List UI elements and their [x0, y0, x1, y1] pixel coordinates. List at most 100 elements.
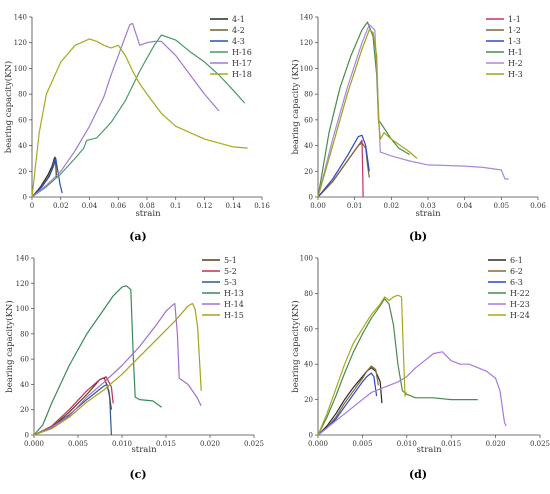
x-tick-label: 0.020 — [486, 440, 506, 448]
legend-label: H-16 — [232, 48, 252, 57]
legend-label: 5-1 — [224, 256, 237, 265]
chart-panel-2: 0.00 0.01 0.02 0.03 0.04 0.05 0.06 0 20 40 60 80 100… — [290, 14, 546, 244]
legend-label: 4-2 — [232, 26, 245, 35]
panel-label: (d) — [409, 468, 427, 481]
x-tick-label: 0.01 — [347, 202, 363, 210]
series-line-H-14 — [33, 302, 202, 436]
legend-label: H-15 — [224, 311, 244, 320]
panel-label: (a) — [129, 230, 147, 243]
legend-label: H-2 — [508, 59, 523, 68]
x-tick-label: 0.015 — [441, 440, 461, 448]
series-line-6-3 — [317, 372, 378, 436]
panel-label: (b) — [409, 230, 427, 243]
legend-label: 1-3 — [508, 37, 521, 46]
x-tick-label: 0.015 — [156, 440, 176, 448]
x-tick-label: 0.04 — [82, 202, 98, 210]
series-line-6-2 — [317, 365, 379, 436]
x-tick-label: 0.12 — [197, 202, 213, 210]
x-tick-label: 0.000 — [308, 440, 328, 448]
series-line-H-17 — [31, 22, 220, 198]
chart-panel-3: 0.000 0.005 0.010 0.015 0.020 0.025 0 20 40 60 80 1… — [4, 255, 264, 482]
chart-panel-1: 0 0.02 0.04 0.06 0.08 0.1 0.12 0.14 0.16 0 20 40 60 8… — [3, 14, 270, 244]
y-tick-label: 60 — [304, 116, 313, 124]
x-tick-label: 0.04 — [457, 202, 473, 210]
series-line-1-2 — [317, 142, 370, 198]
legend-label: 6-2 — [510, 267, 523, 276]
series-line-H-23 — [317, 351, 507, 436]
y-tick-label: 100 — [300, 65, 313, 73]
x-tick-label: 0.000 — [24, 440, 44, 448]
legend-label: 5-2 — [224, 267, 237, 276]
legend-label: 6-1 — [510, 256, 523, 265]
series-line-H-13 — [33, 285, 162, 436]
y-tick-label: 80 — [304, 290, 313, 298]
legend-label: 4-3 — [232, 37, 245, 46]
series-line-6-1 — [317, 367, 383, 436]
x-tick-label: 0.03 — [420, 202, 436, 210]
x-tick-label: 0.06 — [110, 202, 126, 210]
y-tick-label: 80 — [20, 330, 29, 338]
x-tick-label: 0.025 — [530, 440, 550, 448]
legend-label: 1-1 — [508, 15, 521, 24]
y-tick-label: 120 — [300, 39, 313, 47]
x-tick-label: 0.16 — [254, 202, 270, 210]
y-tick-label: 140 — [14, 14, 27, 22]
y-tick-label: 0 — [309, 432, 313, 440]
x-tick-label: 0.005 — [352, 440, 372, 448]
y-tick-label: 40 — [304, 361, 313, 369]
y-tick-label: 100 — [300, 255, 313, 263]
y-axis-label: bearing capacity(KN) — [290, 300, 301, 392]
legend-label: H-24 — [510, 311, 530, 320]
y-tick-label: 0 — [25, 432, 29, 440]
y-tick-label: 60 — [304, 325, 313, 333]
series-line-H-3 — [317, 29, 418, 198]
legend-label: 5-3 — [224, 278, 237, 287]
y-axis-label: bearing capacity (KN) — [290, 59, 301, 154]
x-tick-label: 0.010 — [397, 440, 417, 448]
x-axis-label: strain — [131, 445, 157, 455]
x-axis-label: strain — [415, 209, 441, 219]
series-line-H-16 — [31, 34, 246, 198]
legend-label: H-13 — [224, 289, 244, 298]
series-line-H-15 — [33, 302, 202, 436]
y-tick-label: 40 — [20, 381, 29, 389]
series-line-1-3 — [317, 134, 370, 198]
x-tick-label: 0.02 — [384, 202, 400, 210]
y-tick-label: 40 — [304, 142, 313, 150]
x-tick-label: 0.005 — [68, 440, 88, 448]
x-tick-label: 0.010 — [112, 440, 132, 448]
legend-label: H-17 — [232, 59, 252, 68]
x-axis-label: strain — [135, 209, 161, 219]
y-axis-label: bearing capacity(KN) — [4, 300, 15, 392]
y-tick-label: 20 — [304, 396, 313, 404]
series-line-H-18 — [31, 38, 248, 198]
y-tick-label: 80 — [304, 91, 313, 99]
y-tick-label: 80 — [18, 91, 27, 99]
x-tick-label: 0.00 — [310, 202, 326, 210]
y-tick-label: 20 — [18, 168, 27, 176]
x-tick-label: 0.02 — [53, 202, 69, 210]
x-tick-label: 0.020 — [200, 440, 220, 448]
legend-label: 4-1 — [232, 15, 245, 24]
series-line-H-22 — [317, 298, 478, 436]
y-tick-label: 0 — [309, 194, 313, 202]
y-tick-label: 20 — [20, 406, 29, 414]
y-tick-label: 100 — [16, 305, 29, 313]
legend-label: H-23 — [510, 300, 530, 309]
series-line-5-3 — [33, 383, 112, 436]
y-tick-label: 40 — [18, 142, 27, 150]
x-tick-label: 0.08 — [139, 202, 155, 210]
y-axis-label: bearing capacity(KN) — [3, 61, 14, 153]
legend-label: 1-2 — [508, 26, 521, 35]
legend-label: H-14 — [224, 300, 244, 309]
chart-panel-4: 0.000 0.005 0.010 0.015 0.020 0.025 0 20 40 60 80 1… — [290, 255, 550, 482]
legend-label: H-18 — [232, 70, 252, 79]
legend-label: H-22 — [510, 289, 530, 298]
x-tick-label: 0.1 — [170, 202, 181, 210]
y-tick-label: 120 — [14, 39, 27, 47]
legend-label: H-3 — [508, 70, 523, 79]
x-tick-label: 0.025 — [244, 440, 264, 448]
panel-label: (c) — [129, 468, 146, 481]
series-line-H-24 — [317, 294, 408, 436]
